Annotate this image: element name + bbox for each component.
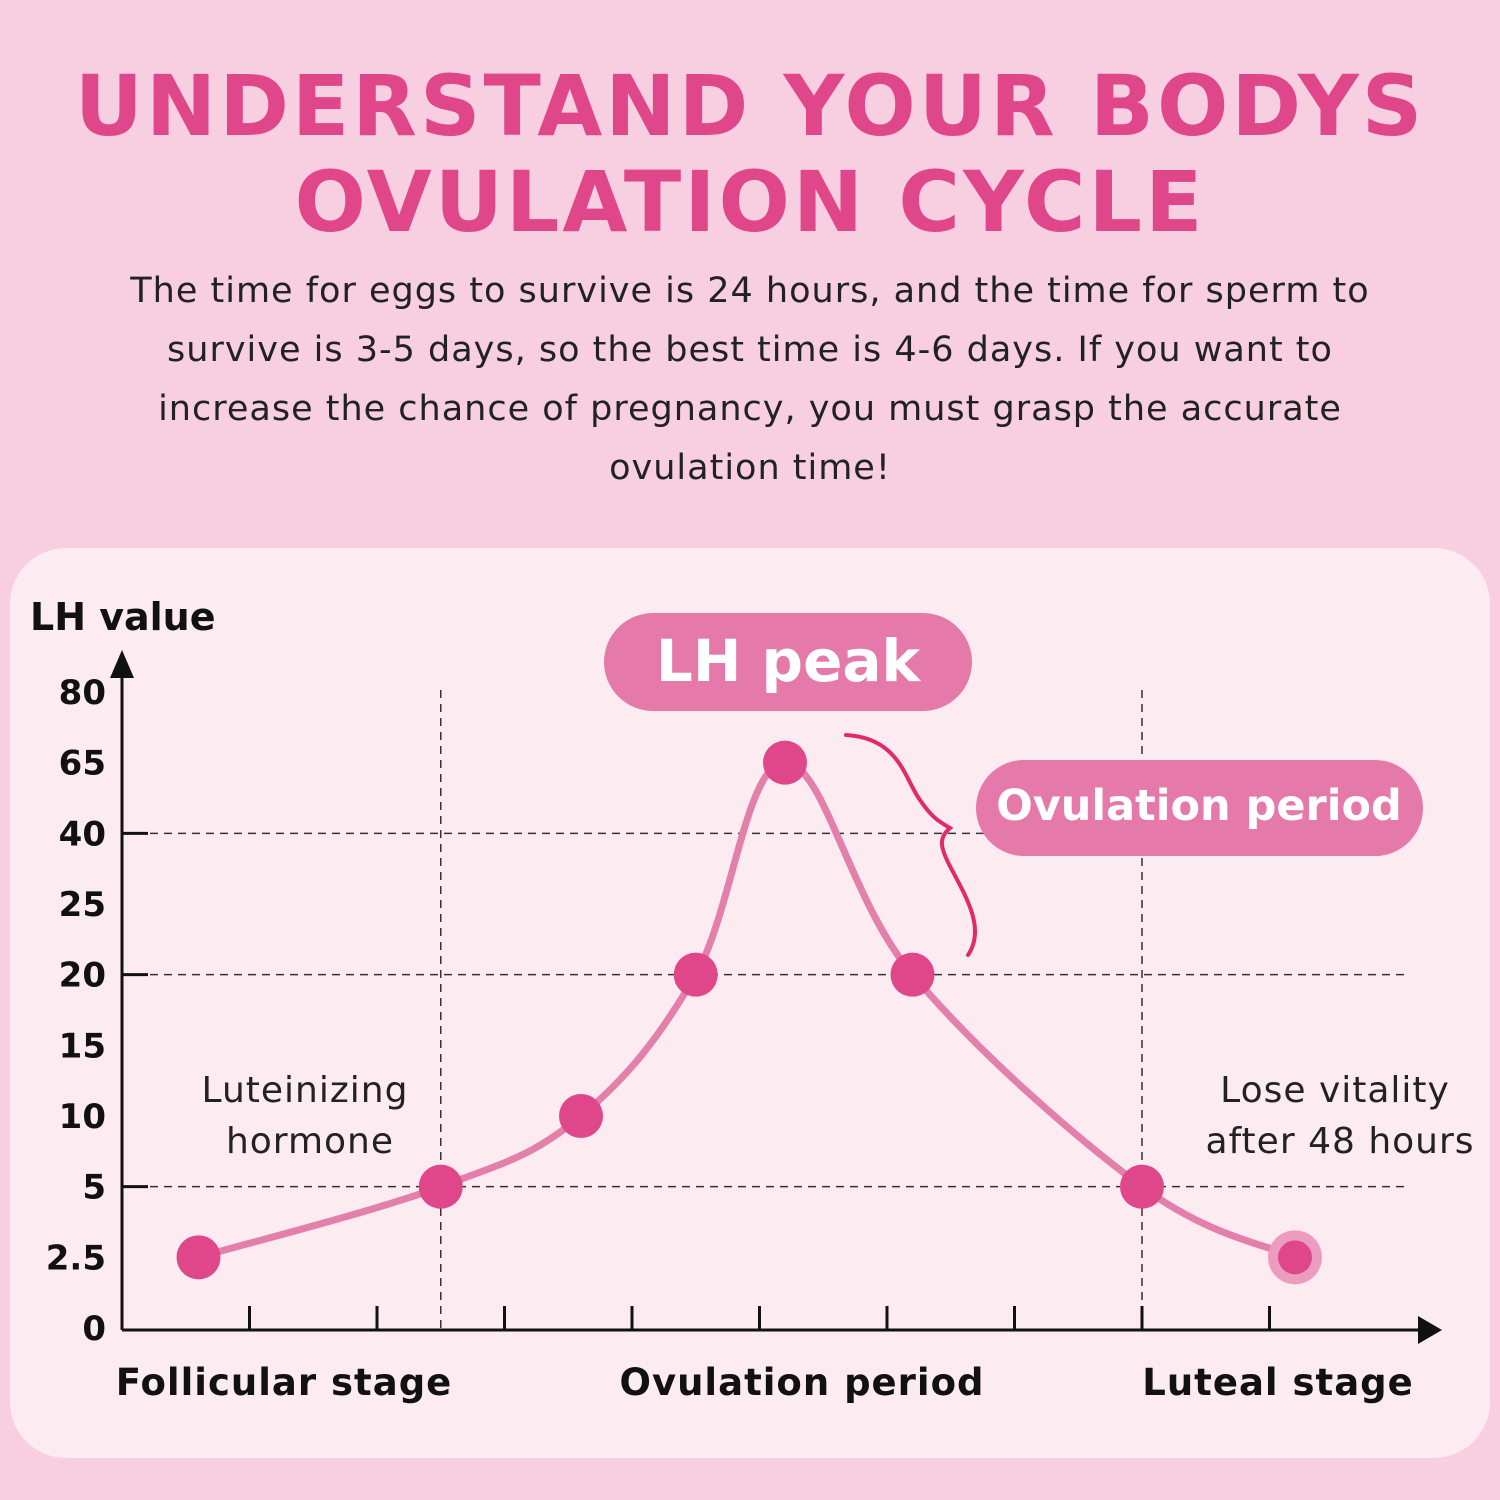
y-tick-label: 80 xyxy=(59,673,106,713)
x-ticks xyxy=(248,1306,1271,1330)
data-point xyxy=(559,1094,603,1138)
x-axis-arrow xyxy=(1418,1316,1442,1344)
title-line-2: OVULATION CYCLE xyxy=(294,153,1206,251)
stage-label-luteal: Luteal stage xyxy=(1142,1361,1414,1404)
description-text: The time for eggs to survive is 24 hours… xyxy=(130,271,1370,488)
y-tick-label: 40 xyxy=(59,814,106,854)
y-axis-title: LH value xyxy=(30,595,216,639)
y-axis-arrow xyxy=(110,650,134,678)
data-point xyxy=(763,740,807,785)
y-tick-label: 20 xyxy=(59,956,106,996)
y-tick-label: 15 xyxy=(59,1026,106,1066)
left-note-line-1: Luteinizing xyxy=(202,1070,409,1111)
y-tick-label: 5 xyxy=(82,1168,106,1208)
y-tick-label: 65 xyxy=(59,744,106,784)
ovulation-period-pill: Ovulation period xyxy=(976,760,1423,856)
lh-points xyxy=(176,740,1322,1285)
data-point xyxy=(176,1235,221,1280)
data-point xyxy=(1278,1240,1312,1275)
y-tick-label: 0 xyxy=(82,1309,106,1349)
lh-peak-pill: LH peak xyxy=(604,613,972,711)
ovulation-period-label: Ovulation period xyxy=(996,781,1402,831)
y-tick-label: 2.5 xyxy=(46,1238,106,1278)
left-note-line-2: hormone xyxy=(226,1121,394,1162)
y-tick-label: 25 xyxy=(59,885,106,925)
ovulation-brace xyxy=(844,733,978,957)
lh-peak-label: LH peak xyxy=(656,627,922,695)
page-title: UNDERSTAND YOUR BODYS OVULATION CYCLE xyxy=(0,58,1500,250)
title-line-1: UNDERSTAND YOUR BODYS xyxy=(74,57,1426,155)
y-tick-label: 10 xyxy=(59,1097,106,1137)
stage-label-follicular: Follicular stage xyxy=(116,1361,453,1404)
data-point xyxy=(673,952,718,997)
stage-label-ovulation: Ovulation period xyxy=(620,1361,985,1404)
right-note-line-1: Lose vitality xyxy=(1220,1070,1450,1111)
data-point xyxy=(890,952,935,997)
lh-curve xyxy=(195,759,1299,1261)
data-point xyxy=(418,1164,463,1209)
data-point xyxy=(1120,1164,1164,1209)
y-tick-labels: 80 65 40 25 20 15 10 5 2.5 0 xyxy=(46,673,106,1349)
right-note-line-2: after 48 hours xyxy=(1205,1121,1474,1162)
